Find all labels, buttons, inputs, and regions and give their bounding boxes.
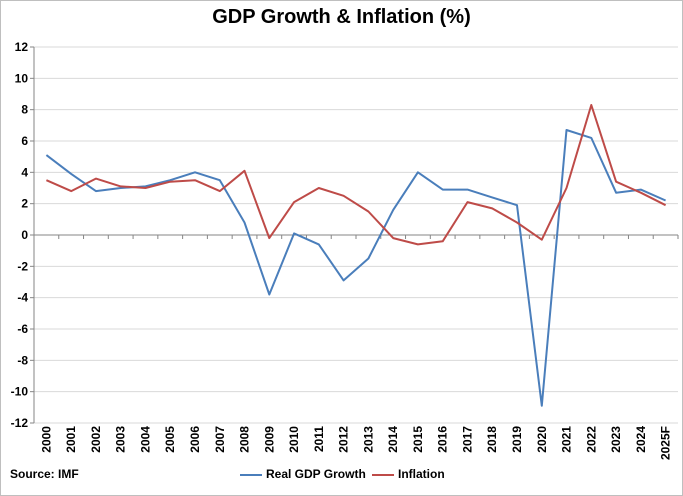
y-tick-label: 12: [15, 40, 29, 54]
x-tick-label: 2016: [436, 426, 450, 453]
x-tick-label: 2020: [535, 426, 549, 453]
x-tick-label: 2006: [188, 426, 202, 453]
series-line-gdp: [46, 130, 665, 406]
y-tick-label: 6: [21, 134, 28, 148]
y-tick-label: -4: [17, 291, 28, 305]
x-tick-label: 2021: [560, 426, 574, 453]
legend-swatch-inflation: [372, 474, 394, 476]
x-tick-label: 2018: [485, 426, 499, 453]
source-note: Source: IMF: [10, 467, 79, 481]
x-tick-label: 2003: [114, 426, 128, 453]
y-tick-label: 4: [21, 165, 28, 179]
y-tick-label: -2: [17, 259, 28, 273]
x-tick-label: 2022: [584, 426, 598, 453]
x-tick-label: 2011: [312, 426, 326, 452]
y-tick-label: -10: [11, 385, 29, 399]
x-tick-label: 2024: [634, 426, 648, 453]
y-tick-label: 0: [21, 228, 28, 242]
x-tick-label: 2025F: [659, 426, 673, 460]
x-tick-label: 2017: [460, 426, 474, 453]
y-tick-label: 8: [21, 103, 28, 117]
x-tick-label: 2008: [238, 426, 252, 453]
x-tick-label: 2002: [89, 426, 103, 453]
y-tick-label: -6: [17, 322, 28, 336]
x-tick-label: 2013: [361, 426, 375, 453]
x-tick-label: 2010: [287, 426, 301, 453]
legend-label-inflation: Inflation: [398, 467, 445, 481]
y-tick-label: -12: [11, 416, 29, 430]
y-tick-label: 10: [15, 71, 29, 85]
y-tick-label: 2: [21, 197, 28, 211]
legend-label-gdp: Real GDP Growth: [266, 467, 366, 481]
x-tick-label: 2000: [39, 426, 53, 453]
x-tick-label: 2019: [510, 426, 524, 453]
series-line-inflation: [46, 105, 665, 244]
x-tick-label: 2001: [64, 426, 78, 453]
x-tick-label: 2023: [609, 426, 623, 453]
legend-swatch-gdp: [240, 474, 262, 476]
x-tick-label: 2014: [386, 426, 400, 453]
x-tick-label: 2005: [163, 426, 177, 453]
x-tick-label: 2015: [411, 426, 425, 453]
x-tick-label: 2009: [262, 426, 276, 453]
y-tick-label: -8: [17, 353, 28, 367]
x-tick-label: 2004: [138, 426, 152, 453]
x-tick-label: 2007: [213, 426, 227, 453]
x-tick-label: 2012: [337, 426, 351, 453]
